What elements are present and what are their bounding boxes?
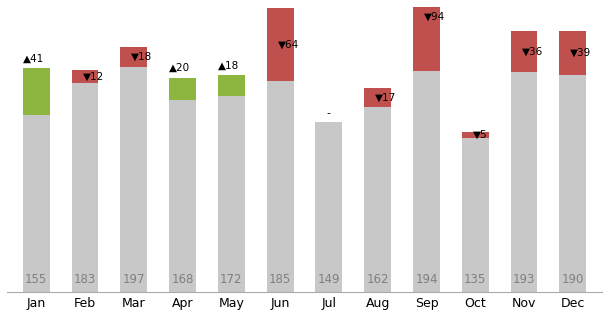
Bar — [560, 31, 586, 75]
Text: ▼64: ▼64 — [278, 40, 299, 49]
Text: 149: 149 — [318, 273, 340, 286]
Bar — [23, 68, 49, 115]
Bar — [169, 78, 196, 100]
Text: 185: 185 — [269, 273, 291, 286]
Text: ▼17: ▼17 — [375, 93, 396, 102]
Bar — [364, 107, 391, 292]
Text: ▼36: ▼36 — [521, 46, 543, 56]
Text: 135: 135 — [464, 273, 487, 286]
Bar — [510, 31, 537, 72]
Bar — [218, 96, 245, 292]
Bar — [218, 75, 245, 96]
Text: ▲18: ▲18 — [218, 61, 239, 71]
Text: 194: 194 — [415, 273, 438, 286]
Bar — [462, 132, 488, 138]
Text: 155: 155 — [25, 273, 48, 286]
Text: ▼94: ▼94 — [424, 12, 445, 22]
Text: ▲20: ▲20 — [169, 63, 191, 73]
Text: 168: 168 — [171, 273, 194, 286]
Text: ▲41: ▲41 — [23, 54, 44, 64]
Text: 172: 172 — [220, 273, 242, 286]
Text: 197: 197 — [122, 273, 145, 286]
Text: -: - — [327, 108, 331, 119]
Bar — [413, 0, 440, 71]
Bar — [72, 69, 99, 83]
Text: ▼12: ▼12 — [83, 71, 104, 81]
Bar — [267, 8, 294, 81]
Bar — [169, 100, 196, 292]
Text: ▼39: ▼39 — [571, 48, 591, 58]
Bar — [23, 115, 49, 292]
Text: ▼5: ▼5 — [473, 130, 487, 140]
Bar — [462, 138, 488, 292]
Bar — [121, 47, 147, 67]
Text: ▼18: ▼18 — [132, 52, 153, 62]
Bar — [121, 67, 147, 292]
Text: 183: 183 — [74, 273, 96, 286]
Bar — [510, 72, 537, 292]
Bar — [267, 81, 294, 292]
Text: 190: 190 — [561, 273, 584, 286]
Bar — [364, 88, 391, 107]
Bar — [315, 122, 342, 292]
Text: 193: 193 — [513, 273, 535, 286]
Bar — [560, 75, 586, 292]
Text: 162: 162 — [367, 273, 389, 286]
Bar — [72, 83, 99, 292]
Bar — [413, 71, 440, 292]
